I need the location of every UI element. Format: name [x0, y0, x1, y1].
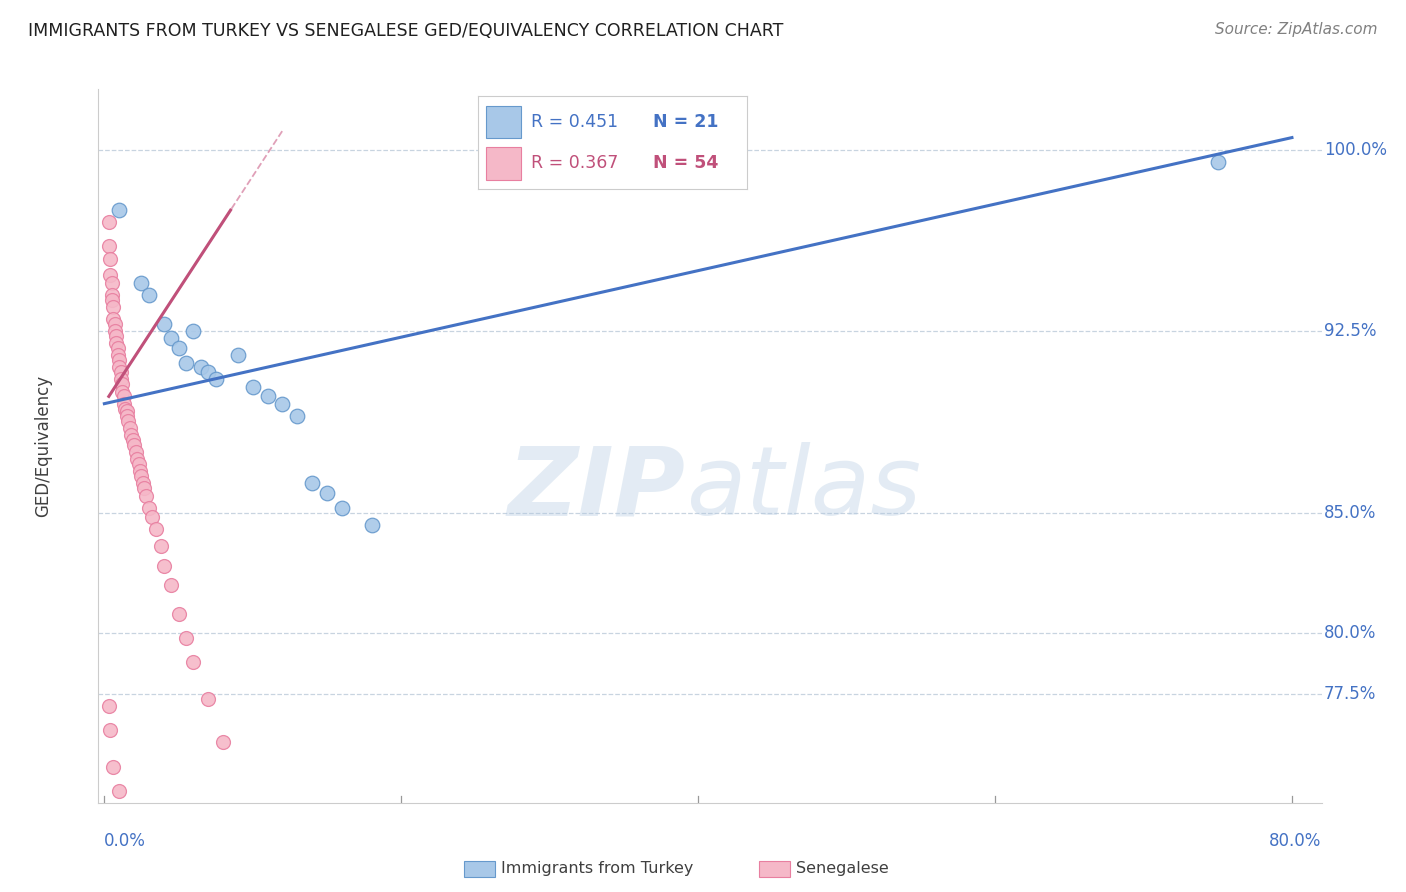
Point	[97, 215, 120, 229]
Point	[301, 476, 323, 491]
Point	[330, 500, 353, 515]
Point	[108, 203, 131, 218]
Point	[124, 445, 146, 459]
Text: Source: ZipAtlas.com: Source: ZipAtlas.com	[1215, 22, 1378, 37]
Point	[174, 355, 197, 369]
Point	[149, 540, 172, 554]
Text: 80.0%: 80.0%	[1270, 832, 1322, 850]
Text: R = 0.451: R = 0.451	[531, 113, 619, 131]
Text: 0.0%: 0.0%	[104, 832, 146, 850]
Point	[110, 365, 132, 379]
Point	[135, 489, 157, 503]
Point	[129, 464, 152, 478]
Point	[190, 360, 212, 375]
Point	[108, 360, 131, 375]
Text: 80.0%: 80.0%	[1324, 624, 1376, 642]
Point	[98, 252, 121, 266]
Point	[115, 404, 138, 418]
Text: IMMIGRANTS FROM TURKEY VS SENEGALESE GED/EQUIVALENCY CORRELATION CHART: IMMIGRANTS FROM TURKEY VS SENEGALESE GED…	[28, 22, 783, 40]
Point	[105, 329, 128, 343]
Point	[152, 317, 174, 331]
Point	[114, 401, 136, 416]
Point	[285, 409, 308, 423]
Point	[145, 523, 167, 537]
Point	[108, 353, 131, 368]
Point	[183, 656, 205, 670]
Point	[97, 699, 120, 714]
Point	[118, 421, 141, 435]
Point	[108, 783, 131, 797]
Bar	[485, 147, 520, 180]
Text: N = 54: N = 54	[652, 153, 718, 171]
Point	[152, 558, 174, 573]
Point	[131, 469, 153, 483]
Text: 100.0%: 100.0%	[1324, 141, 1388, 159]
Point	[360, 517, 382, 532]
Text: 85.0%: 85.0%	[1324, 503, 1376, 522]
Point	[125, 452, 148, 467]
Point	[107, 341, 129, 355]
Point	[101, 293, 124, 307]
Point	[197, 365, 219, 379]
Point	[103, 759, 125, 773]
Point	[197, 691, 219, 706]
Point	[121, 433, 143, 447]
Point	[256, 389, 278, 403]
Point	[122, 438, 145, 452]
Text: atlas: atlas	[686, 442, 921, 535]
Text: ZIP: ZIP	[508, 442, 686, 535]
Text: N = 21: N = 21	[652, 113, 718, 131]
Point	[226, 348, 249, 362]
Point	[103, 312, 125, 326]
Text: GED/Equivalency: GED/Equivalency	[34, 375, 52, 517]
Point	[204, 372, 226, 386]
Point	[128, 457, 150, 471]
Point	[105, 336, 128, 351]
Point	[183, 324, 205, 338]
Point	[104, 324, 127, 338]
Point	[132, 476, 155, 491]
Text: R = 0.367: R = 0.367	[531, 153, 619, 171]
Point	[103, 300, 125, 314]
Point	[115, 409, 138, 423]
Point	[141, 510, 163, 524]
Point	[167, 341, 190, 355]
Point	[101, 276, 124, 290]
Point	[101, 288, 124, 302]
Point	[98, 723, 121, 738]
Point	[134, 481, 156, 495]
Point	[138, 288, 160, 302]
Point	[112, 389, 135, 403]
Text: Senegalese: Senegalese	[796, 862, 889, 876]
Point	[131, 276, 153, 290]
Point	[160, 578, 183, 592]
Text: 77.5%: 77.5%	[1324, 685, 1376, 703]
Point	[1206, 154, 1229, 169]
Point	[104, 317, 127, 331]
Point	[120, 428, 142, 442]
Point	[112, 397, 135, 411]
Point	[174, 632, 197, 646]
Point	[138, 500, 160, 515]
Text: Immigrants from Turkey: Immigrants from Turkey	[501, 862, 693, 876]
Point	[111, 384, 134, 399]
Point	[242, 380, 264, 394]
Point	[316, 486, 339, 500]
Point	[110, 372, 132, 386]
Point	[98, 268, 121, 283]
Point	[212, 735, 235, 749]
Point	[107, 348, 129, 362]
Point	[167, 607, 190, 621]
Text: 92.5%: 92.5%	[1324, 322, 1376, 340]
Point	[160, 331, 183, 345]
Point	[271, 397, 294, 411]
Point	[111, 377, 134, 392]
Point	[117, 414, 139, 428]
Bar	[485, 105, 520, 138]
Point	[97, 239, 120, 253]
